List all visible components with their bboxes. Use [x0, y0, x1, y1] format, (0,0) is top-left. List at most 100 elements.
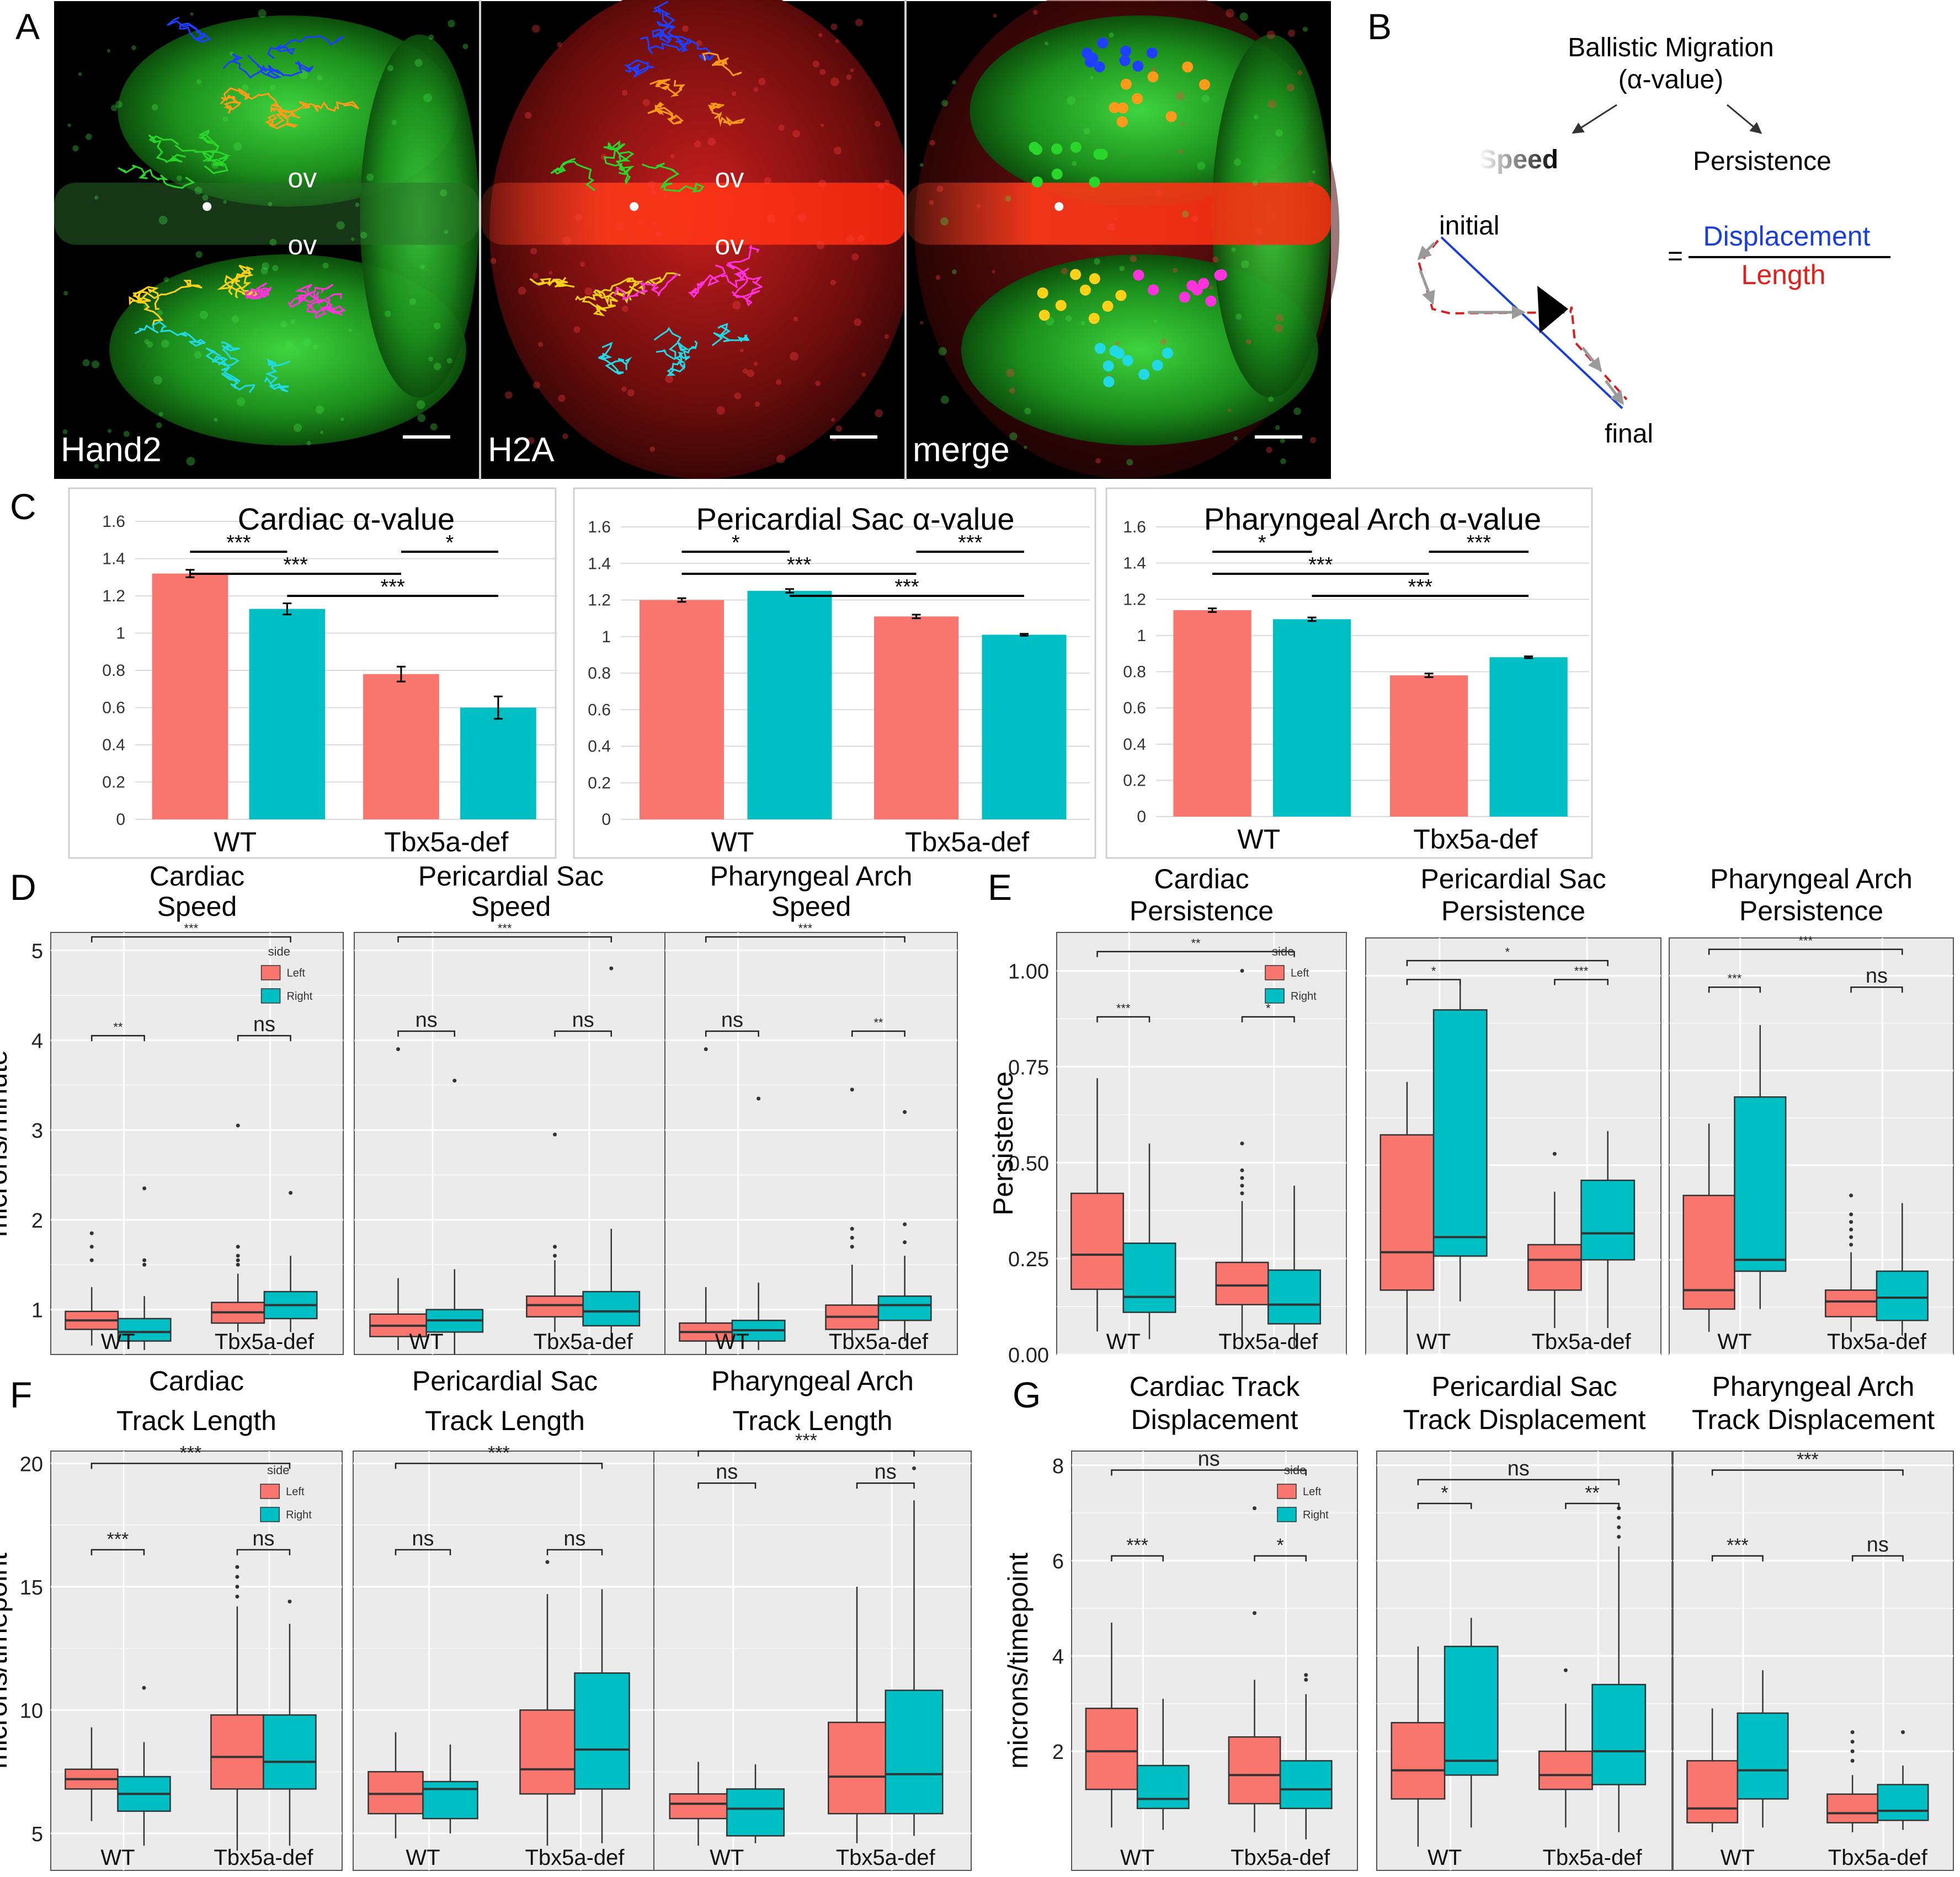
outlier-point: [850, 1227, 854, 1231]
cell-speckle: [62, 429, 68, 434]
x-category-label: WT: [101, 1330, 135, 1354]
cell-dot: [1051, 168, 1063, 180]
cell-speckle: [992, 270, 995, 274]
y-tick-label: 4: [31, 1030, 43, 1053]
cell-speckle: [846, 74, 852, 81]
significance-label: ***: [107, 1529, 129, 1550]
x-category-label: Tbx5a-def: [1531, 1330, 1631, 1354]
cell-speckle: [63, 291, 68, 296]
cell-speckle: [747, 369, 755, 377]
cell-speckle: [233, 142, 242, 151]
cell-speckle: [649, 446, 656, 452]
cell-speckle: [1231, 247, 1236, 252]
cell-dot: [1165, 111, 1177, 122]
significance-bracket: [1096, 1016, 1151, 1022]
chart-title: Pericardial Sac α-value: [696, 502, 1014, 536]
significance-bracket: [1711, 1555, 1764, 1561]
cell-speckle: [416, 400, 425, 409]
panel-letter-d: D: [10, 867, 36, 908]
x-category-label: WT: [409, 1330, 444, 1354]
cell-speckle: [94, 195, 99, 200]
cell-speckle: [1107, 222, 1116, 231]
cell-dot: [1089, 273, 1100, 285]
panel-letter-b: B: [1367, 6, 1392, 47]
box: [519, 1709, 576, 1795]
cell-speckle: [1191, 215, 1199, 222]
cell-speckle: [1009, 432, 1018, 441]
plot-panel: [354, 932, 668, 1355]
y-tick-label: 1.6: [102, 513, 125, 531]
cell-speckle: [528, 437, 535, 444]
outlier-point: [1253, 1611, 1257, 1615]
cell-speckle: [562, 433, 568, 440]
box: [1686, 1760, 1739, 1823]
y-tick-label: 1.4: [102, 550, 125, 568]
cell-dot: [1109, 102, 1120, 114]
y-tick-label: 0.4: [1123, 735, 1146, 754]
box: [1682, 1195, 1735, 1310]
x-category-label: Tbx5a-def: [1413, 824, 1537, 855]
outlier-point: [1240, 1142, 1244, 1145]
cell-speckle: [316, 405, 324, 414]
chart-title: Cardiac α-value: [238, 502, 455, 536]
outlier-point: [850, 1087, 854, 1092]
cell-speckle: [851, 253, 859, 261]
cell-track: [134, 321, 206, 347]
cell-speckle: [1268, 396, 1274, 402]
cell-speckle: [428, 356, 434, 362]
cell-speckle: [533, 381, 540, 389]
legend-label: Left: [287, 967, 306, 979]
cell-speckle: [258, 9, 267, 18]
legend-swatch: [260, 1507, 280, 1522]
outlier-point: [1240, 1191, 1244, 1196]
box: [1538, 1750, 1593, 1790]
x-category-label: WT: [1106, 1330, 1141, 1354]
cell-speckle: [222, 116, 228, 122]
cell-dot: [1147, 71, 1159, 83]
y-tick-label: 0: [601, 810, 611, 829]
outlier-point: [553, 1132, 557, 1137]
y-tick-label: 0.6: [1123, 699, 1146, 717]
significance-label: **: [1585, 1483, 1599, 1503]
box: [1734, 1096, 1787, 1272]
alpha-numerator: Displacement: [1703, 221, 1871, 252]
cell-speckle: [1024, 407, 1031, 415]
cell-speckle: [336, 221, 345, 230]
cell-speckle: [157, 310, 163, 316]
cell-speckle: [830, 279, 837, 286]
step-arrow-icon: [1581, 346, 1602, 372]
cell-speckle: [875, 121, 881, 127]
significance-label: ns: [721, 1009, 743, 1032]
cell-speckle: [1153, 319, 1158, 323]
cell-track: [688, 264, 726, 298]
track-path: [1418, 239, 1628, 401]
significance-bracket: [90, 1463, 291, 1469]
significance-bracket: [1111, 1469, 1307, 1476]
y-tick-label: 0: [116, 810, 125, 829]
cell-dot: [1084, 56, 1096, 68]
y-tick-label: 15: [20, 1576, 43, 1599]
chart-title: Persistence: [1739, 895, 1883, 926]
outlier-point: [235, 1565, 239, 1569]
cell-dot: [1205, 295, 1217, 307]
significance-label: ***: [1308, 553, 1333, 577]
cell-speckle: [1197, 162, 1206, 170]
box: [1136, 1764, 1190, 1809]
reference-dot: [630, 202, 639, 211]
outlier-point: [609, 966, 614, 971]
displacement-line: [1440, 236, 1623, 409]
legend-title: side: [267, 1463, 289, 1477]
legend-label: Right: [1291, 990, 1317, 1003]
significance-label: ***: [798, 921, 813, 935]
box: [526, 1295, 584, 1318]
chart-title: Pharyngeal Arch: [1712, 1371, 1915, 1402]
significance-label: ***: [958, 531, 983, 554]
cell-speckle: [616, 222, 624, 231]
significance-label: ns: [412, 1527, 434, 1550]
outlier-point: [903, 1240, 907, 1245]
box: [1825, 1289, 1878, 1318]
chart-title: Track Length: [733, 1405, 893, 1436]
cell-dot: [1093, 148, 1105, 160]
